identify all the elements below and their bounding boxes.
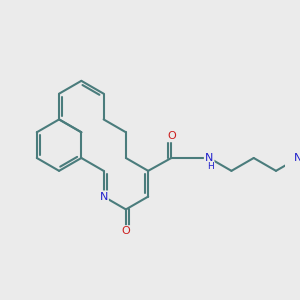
Text: O: O	[122, 226, 130, 236]
Text: O: O	[167, 131, 176, 141]
Text: H: H	[207, 162, 214, 171]
Text: N: N	[294, 153, 300, 163]
Text: N: N	[205, 153, 213, 163]
Text: N: N	[99, 192, 108, 202]
